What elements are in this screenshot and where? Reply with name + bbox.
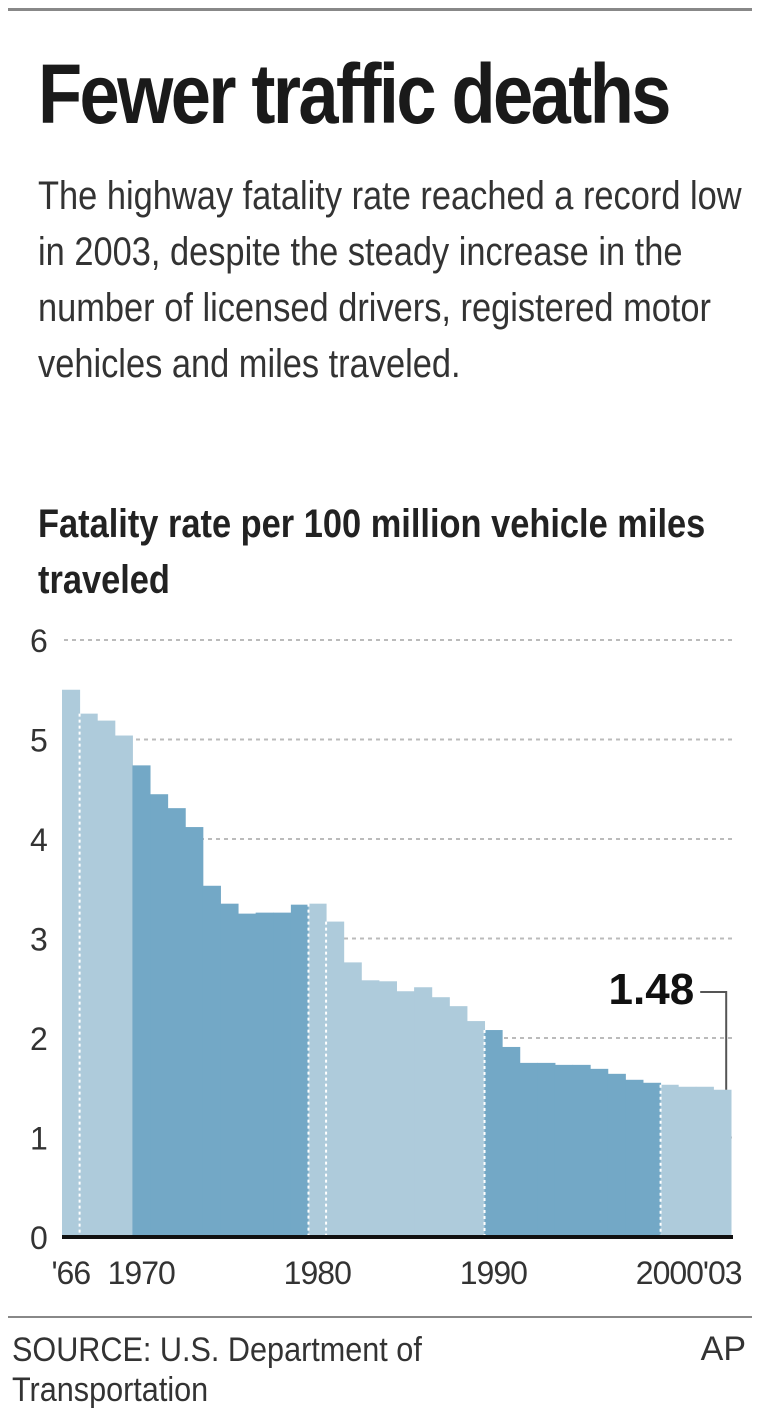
y-tick-label: 5 (30, 723, 48, 759)
x-tick-label: 2000 (636, 1255, 703, 1291)
bar-1984 (378, 981, 397, 1237)
y-tick-label: 0 (30, 1220, 48, 1256)
chart-subtitle: The highway fatality rate reached a reco… (38, 174, 742, 386)
bar-1975 (220, 903, 239, 1237)
bar-1967 (79, 713, 98, 1237)
bar-1998 (625, 1079, 644, 1237)
bar-1985 (396, 991, 415, 1237)
bar-1990 (484, 1030, 503, 1237)
source-note: SOURCE: U.S. Department of Transportatio… (12, 1331, 422, 1409)
bar-1991 (502, 1046, 521, 1237)
bar-2003 (713, 1089, 732, 1237)
bar-1987 (431, 997, 450, 1237)
bar-1971 (150, 794, 169, 1237)
annotation-label: 1.48 (609, 965, 695, 1014)
bar-1968 (97, 720, 116, 1237)
x-tick-label: '66 (51, 1255, 90, 1291)
bar-2001 (678, 1086, 697, 1237)
x-tick-label: 1980 (284, 1255, 351, 1291)
bar-1983 (361, 980, 380, 1237)
top-rule (8, 8, 752, 11)
y-tick-label: 3 (30, 922, 48, 958)
bar-1976 (238, 913, 257, 1237)
bar-1982 (343, 962, 362, 1237)
bar-1978 (273, 912, 292, 1237)
bar-1988 (449, 1006, 468, 1237)
bar-1994 (554, 1064, 574, 1237)
x-tick-label: 1970 (108, 1255, 175, 1291)
y-axis-label: Fatality rate per 100 million vehicle mi… (38, 502, 706, 602)
annotation-leader-line (700, 991, 728, 1090)
y-tick-label: 2 (30, 1021, 48, 1057)
bar-1970 (132, 765, 151, 1237)
chart-title: Fewer traffic deaths (38, 47, 671, 141)
bar-chart: 0 1 2 3 4 5 6 '66 1970 1980 1990 2000'03 1.48 (30, 623, 743, 1291)
bar-1979 (290, 904, 309, 1237)
bar-1999 (642, 1082, 662, 1237)
bar-1996 (590, 1068, 609, 1237)
y-tick-label: 4 (30, 822, 48, 858)
bar-1980 (308, 903, 327, 1237)
bar-1989 (466, 1021, 486, 1237)
bar-1981 (326, 921, 345, 1237)
x-tick-label: '03 (703, 1255, 742, 1291)
credit: AP (700, 1330, 746, 1368)
bar-1995 (572, 1064, 591, 1237)
bar-1974 (202, 885, 221, 1237)
bar-1973 (185, 827, 204, 1237)
bar-1977 (255, 912, 274, 1237)
bar-1997 (607, 1073, 626, 1237)
bottom-rule (8, 1316, 752, 1318)
x-tick-label: 1990 (460, 1255, 527, 1291)
bar-2000 (660, 1084, 679, 1237)
y-tick-label: 6 (30, 623, 48, 659)
bar-1972 (167, 808, 186, 1237)
bar-1966 (62, 689, 81, 1237)
y-tick-label: 1 (30, 1121, 48, 1157)
bar-1969 (114, 735, 133, 1237)
bar-1993 (537, 1062, 556, 1237)
bar-1992 (519, 1062, 538, 1237)
bar-1986 (414, 987, 433, 1237)
bar-2002 (695, 1086, 714, 1237)
